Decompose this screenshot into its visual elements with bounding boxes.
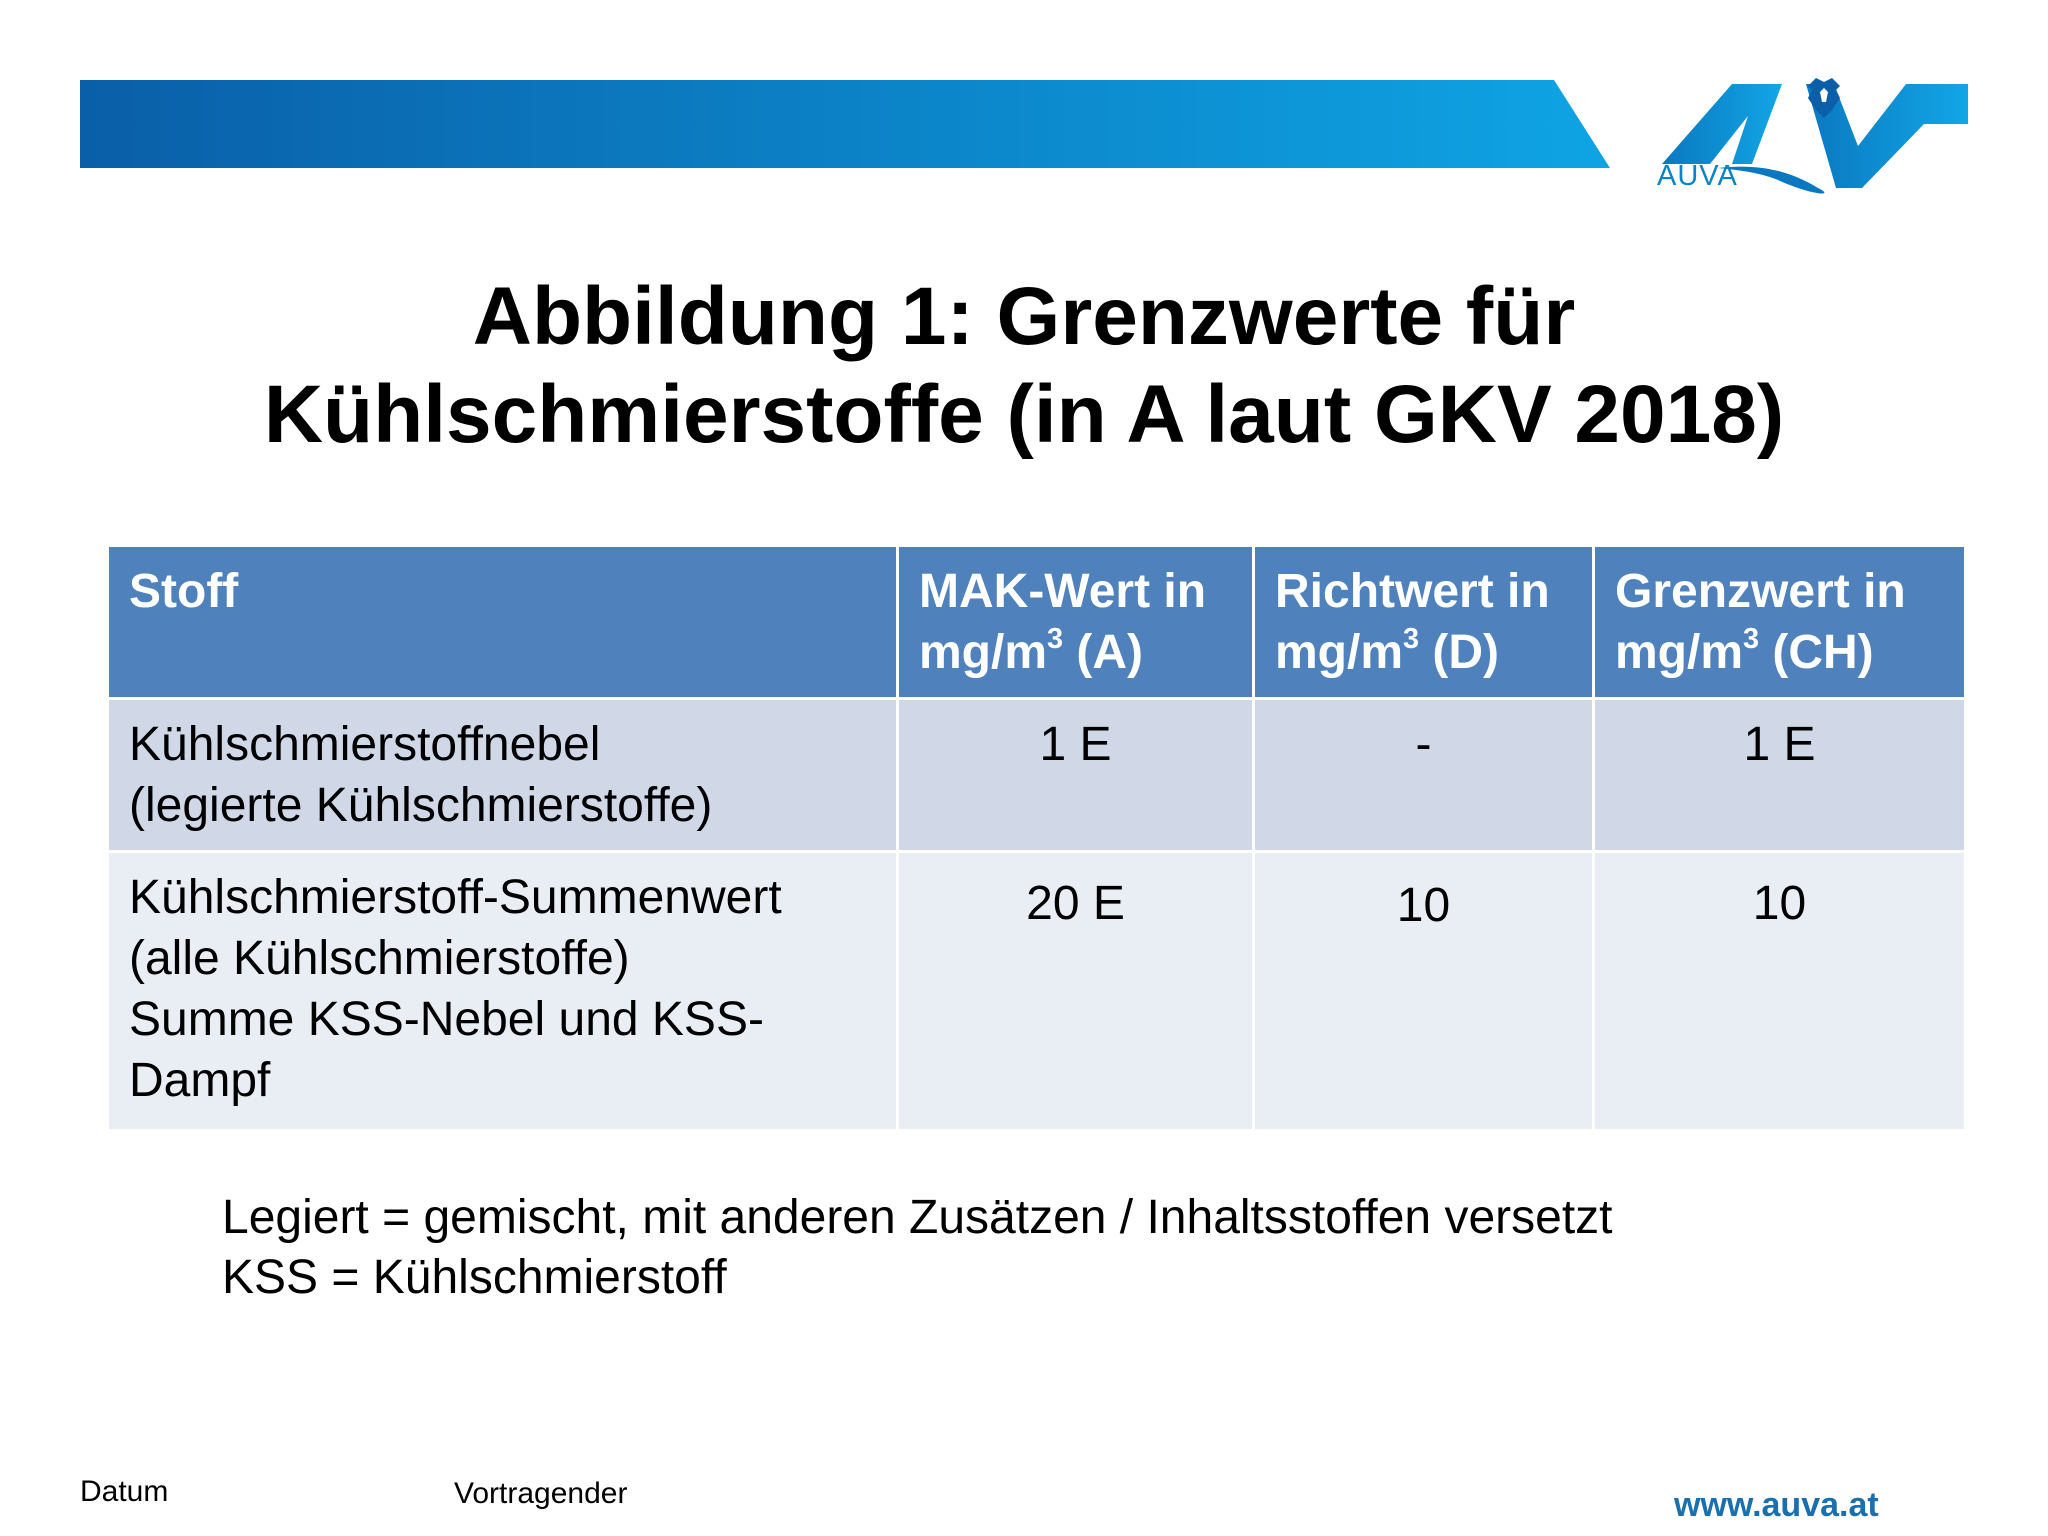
cell-richtwert: - [1252,697,1595,853]
cell-stoff: Kühlschmierstoffnebel (legierte Kühlschm… [106,697,899,853]
cell-stoff: Kühlschmierstoff-Summenwert (alle Kühlsc… [106,850,899,1132]
header-richtwert-label: Richtwert in [1275,565,1550,618]
header-stoff: Stoff [106,544,899,700]
cell-grenzwert: 1 E [1592,697,1967,853]
title-line-2: Kühlschmierstoffe (in A laut GKV 2018) [263,369,1785,460]
header-mak-wert-unit: mg/m3 (A) [919,622,1143,679]
header-grenzwert: Grenzwert in mg/m3 (CH) [1592,544,1967,700]
table-row: Kühlschmierstoff-Summenwert (alle Kühlsc… [106,850,1967,1132]
title-line-1: Abbildung 1: Grenzwerte für [472,271,1576,362]
header-richtwert-unit: mg/m3 (D) [1275,622,1499,679]
auva-logo[interactable] [1648,76,1976,194]
header-mak-wert: MAK-Wert in mg/m3 (A) [896,544,1255,700]
cell-mak-wert: 1 E [896,697,1255,853]
footer-website-link[interactable]: www.auva.at [1674,1486,1879,1524]
header-grenzwert-unit: mg/m3 (CH) [1615,622,1874,679]
legend-notes: Legiert = gemischt, mit anderen Zusätzen… [222,1188,1613,1308]
table-header-row: Stoff MAK-Wert in mg/m3 (A) Richtwert in… [106,544,1967,700]
header-stoff-label: Stoff [129,565,239,618]
page-title: Abbildung 1: Grenzwerte für Kühlschmiers… [0,268,2048,464]
footer-speaker: Vortragender [454,1477,628,1510]
header-banner [80,80,1610,168]
limit-values-table: Stoff MAK-Wert in mg/m3 (A) Richtwert in… [106,544,1967,1132]
header-richtwert: Richtwert in mg/m3 (D) [1252,544,1595,700]
footer-date: Datum [80,1475,169,1508]
auva-eagle-logo-icon [1662,78,1968,194]
table-row: Kühlschmierstoffnebel (legierte Kühlschm… [106,697,1967,853]
legend-line-1: Legiert = gemischt, mit anderen Zusätzen… [222,1191,1613,1244]
header-grenzwert-label: Grenzwert in [1615,565,1906,618]
header-mak-wert-label: MAK-Wert in [919,565,1207,618]
logo-text: AUVA [1657,160,1738,192]
cell-mak-wert: 20 E [896,850,1255,1132]
cell-richtwert: 10 [1252,850,1595,1132]
legend-line-2: KSS = Kühlschmierstoff [222,1251,727,1304]
cell-grenzwert: 10 [1592,850,1967,1132]
